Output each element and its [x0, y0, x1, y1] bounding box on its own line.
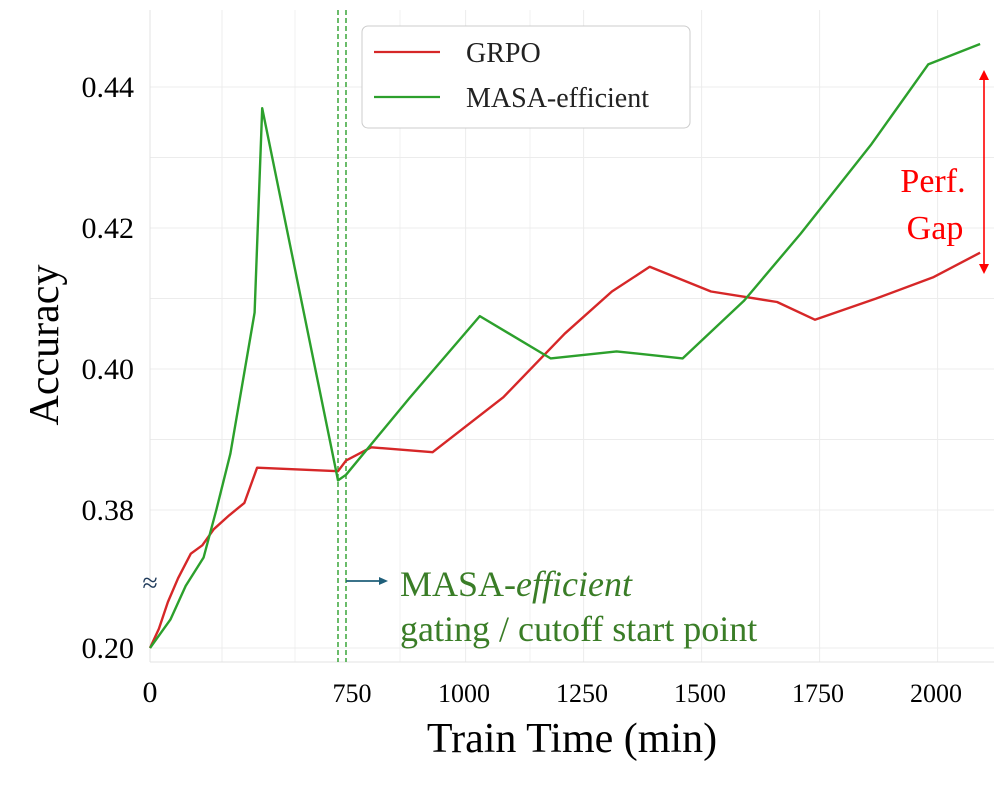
x-axis-label: Train Time (min) [427, 716, 717, 762]
x-tick-label: 1500 [674, 679, 726, 708]
legend-label-masa-efficient: MASA-efficient [466, 83, 649, 114]
cutoff-label-prefix: MASA- [400, 564, 516, 604]
x-tick-label: 1250 [556, 679, 608, 708]
y-tick-labels: 0.20 0.38 0.40 0.42 0.44 [82, 71, 135, 665]
cutoff-label-line1: MASA-efficient [400, 564, 633, 604]
x-tick-label: 2000 [910, 679, 962, 708]
series-lines [148, 42, 981, 649]
cutoff-lines [337, 10, 347, 662]
y-tick-label: 0.44 [82, 71, 135, 104]
x-tick-labels: 0 750 1000 1250 1500 1750 2000 [143, 676, 963, 709]
legend-box [361, 25, 691, 129]
series-line-masa-efficient [149, 42, 981, 649]
y-tick-label: 0.38 [82, 494, 135, 527]
perf-gap-label-line1: Perf. [900, 163, 965, 200]
y-tick-label: 0.40 [82, 353, 135, 386]
x-tick-label: 750 [333, 679, 372, 708]
legend-label-grpo: GRPO [466, 38, 541, 69]
x-tick-label: 1750 [792, 679, 844, 708]
y-tick-label: 0.20 [82, 632, 135, 665]
cutoff-label-italic: efficient [516, 564, 633, 604]
cutoff-annotation: MASA-efficient gating / cutoff start poi… [346, 564, 757, 649]
perf-gap-arrowhead-bottom [979, 264, 989, 274]
series-line-grpo [148, 251, 981, 649]
cutoff-arrowhead [379, 577, 388, 585]
cutoff-label-line2: gating / cutoff start point [400, 609, 757, 649]
y-tick-label: 0.42 [82, 212, 135, 245]
y-axis-label: Accuracy [22, 265, 68, 426]
x-tick-label: 0 [143, 676, 158, 709]
axes-frame [149, 10, 994, 663]
perf-gap-arrowhead-top [979, 70, 989, 80]
y-break-symbol: ≈ [142, 568, 157, 599]
legend: GRPO MASA-efficient [361, 25, 691, 129]
x-tick-label: 1000 [438, 679, 490, 708]
perf-gap-annotation: Perf. Gap [900, 70, 989, 274]
perf-gap-label-line2: Gap [907, 210, 964, 247]
